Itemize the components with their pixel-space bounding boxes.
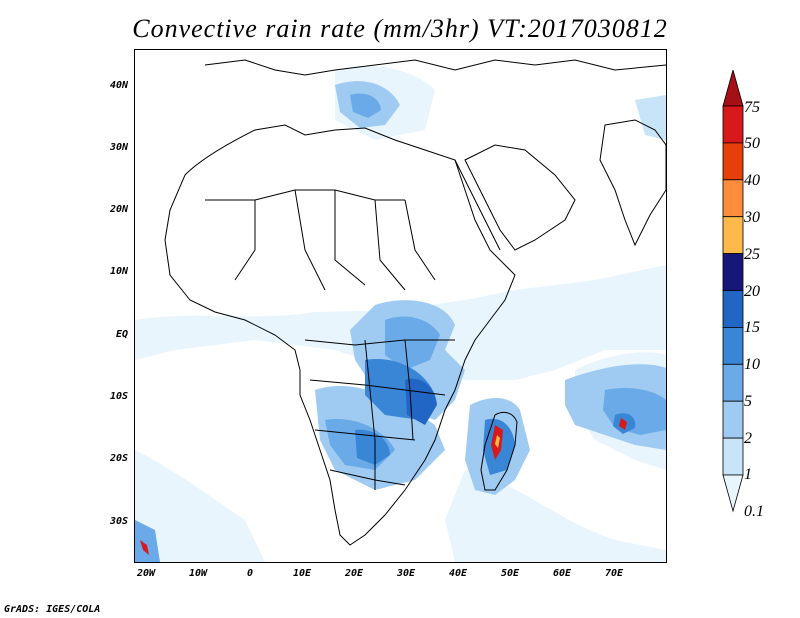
colorbar-label: 15 [744, 319, 760, 336]
chart-title: Convective rain rate (mm/3hr) VT:2017030… [132, 14, 668, 43]
colorbar-segment [722, 326, 744, 365]
colorbar-segment [722, 216, 744, 254]
colorbar-segment [722, 142, 744, 181]
colorbar [722, 70, 744, 513]
colorbar-segment [722, 400, 744, 439]
lon-label: 40E [448, 568, 468, 579]
colorbar-label: 50 [744, 135, 760, 152]
map-panel [134, 49, 667, 563]
coastline-outline [164, 59, 666, 546]
lat-label: 10N [109, 266, 128, 277]
lon-label: 0 [246, 568, 254, 579]
lon-label: 70E [604, 568, 624, 579]
colorbar-label: 10 [744, 356, 760, 373]
lon-label: 30E [396, 568, 416, 579]
footer-credit: GrADS: IGES/COLA [4, 604, 101, 615]
lon-label: 10E [292, 568, 312, 579]
lon-label: 50E [500, 568, 520, 579]
colorbar-label: 75 [744, 99, 760, 116]
colorbar-label: 20 [744, 283, 760, 300]
lon-label: 20W [136, 568, 156, 579]
colorbar-segment [722, 474, 744, 513]
lat-label: 10S [109, 391, 128, 402]
colorbar-label: 0.1 [744, 503, 764, 520]
map-canvas [135, 59, 666, 562]
colorbar-label: 30 [744, 209, 760, 226]
lat-label: 30S [109, 516, 128, 527]
lat-label: 20N [109, 204, 128, 215]
colorbar-label: 2 [744, 430, 752, 447]
lat-label: EQ [115, 329, 128, 340]
colorbar-label: 5 [744, 393, 752, 410]
colorbar-segment [722, 70, 744, 107]
lat-label: 40N [109, 80, 128, 91]
lat-label: 20S [109, 453, 128, 464]
colorbar-label: 40 [744, 172, 760, 189]
colorbar-segment [722, 253, 744, 291]
lat-label: 30N [109, 142, 128, 153]
colorbar-segment [722, 290, 744, 328]
lon-label: 10W [188, 568, 208, 579]
precip-field [135, 66, 666, 562]
lon-label: 20E [344, 568, 364, 579]
colorbar-segment [722, 179, 744, 218]
lon-label: 60E [552, 568, 572, 579]
colorbar-segment [722, 437, 744, 476]
colorbar-segment [722, 363, 744, 402]
colorbar-segment [722, 105, 744, 144]
colorbar-label: 1 [744, 466, 752, 483]
colorbar-label: 25 [744, 246, 760, 263]
